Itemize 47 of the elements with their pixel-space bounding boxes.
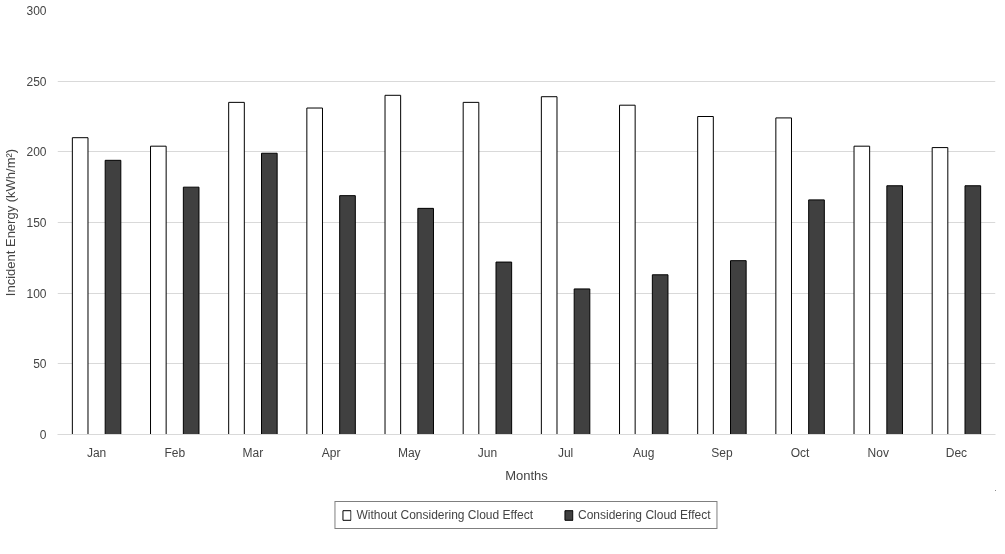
bar bbox=[104, 159, 122, 435]
bar bbox=[417, 207, 434, 435]
y-tick-label: 300 bbox=[26, 4, 47, 18]
legend-label: Without Considering Cloud Effect bbox=[356, 508, 534, 522]
x-tick-label: May bbox=[397, 445, 421, 460]
bar bbox=[931, 147, 949, 435]
legend-label: Considering Cloud Effect bbox=[578, 508, 711, 522]
bar bbox=[964, 185, 982, 435]
x-tick-label: Aug bbox=[633, 445, 655, 460]
bar bbox=[150, 145, 167, 435]
y-tick-label: 250 bbox=[26, 74, 47, 89]
bar bbox=[730, 260, 747, 435]
x-tick-label: Mar bbox=[242, 445, 264, 460]
x-tick-label: Jan bbox=[86, 445, 107, 460]
bar bbox=[886, 185, 903, 435]
y-tick-label: 100 bbox=[26, 286, 47, 301]
x-tick-label: Sep bbox=[711, 445, 733, 460]
x-tick-label: Feb bbox=[164, 445, 186, 460]
bar bbox=[71, 137, 89, 435]
y-tick-label: 0 bbox=[39, 428, 47, 442]
bar bbox=[573, 288, 591, 435]
bar bbox=[228, 101, 245, 435]
bar bbox=[853, 145, 871, 435]
x-tick-label: Jul bbox=[557, 445, 574, 460]
bar bbox=[384, 94, 402, 435]
y-tick-label: 50 bbox=[33, 357, 47, 372]
bar bbox=[775, 117, 792, 435]
bar bbox=[651, 274, 669, 435]
bar bbox=[261, 152, 278, 435]
bar bbox=[697, 116, 714, 435]
bar bbox=[808, 199, 825, 435]
bar bbox=[462, 101, 480, 435]
y-tick-label: 200 bbox=[26, 145, 47, 160]
bar bbox=[339, 195, 356, 435]
bar bbox=[540, 96, 558, 435]
x-tick-label: Dec bbox=[945, 445, 968, 460]
x-tick-label: Nov bbox=[867, 445, 889, 460]
bar bbox=[306, 107, 323, 435]
y-tick-label: 150 bbox=[26, 216, 47, 230]
bar bbox=[619, 104, 636, 435]
x-tick-label: Apr bbox=[321, 445, 341, 460]
y-axis-title: Incident Energy (kWh/m²) bbox=[3, 148, 19, 297]
bar bbox=[495, 261, 513, 435]
bar bbox=[182, 186, 200, 435]
x-tick-label: Jun bbox=[477, 445, 498, 460]
x-axis-title: Months bbox=[505, 467, 549, 483]
x-tick-label: Oct bbox=[790, 445, 811, 460]
